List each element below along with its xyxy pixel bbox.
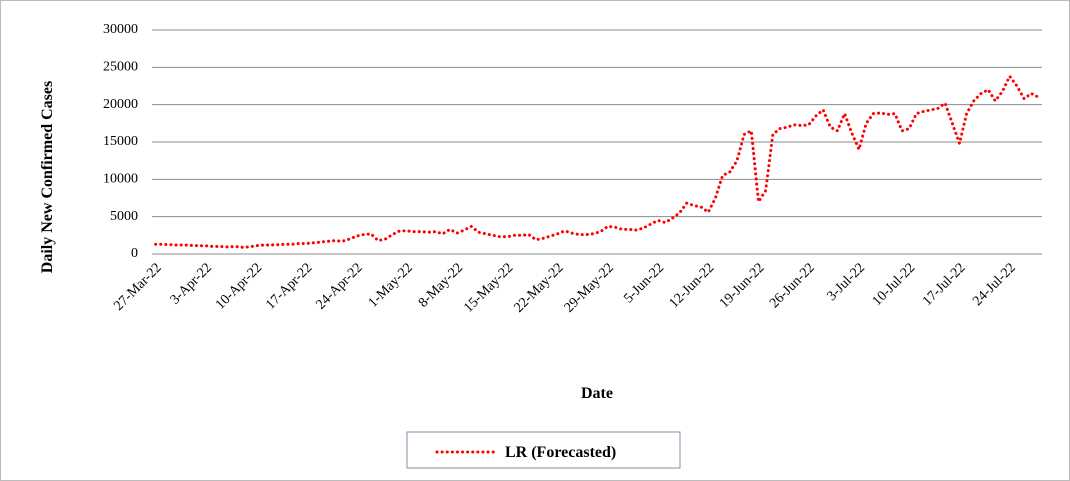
- y-tick-label: 5000: [110, 209, 138, 224]
- y-tick-label: 10000: [103, 172, 138, 187]
- x-axis-label: Date: [581, 385, 613, 402]
- y-tick-label: 20000: [103, 97, 138, 112]
- y-tick-label: 30000: [103, 22, 138, 37]
- y-tick-label: 15000: [103, 134, 138, 149]
- legend-box: [406, 431, 681, 469]
- y-tick-label: 25000: [103, 60, 138, 75]
- y-axis-label: Daily New Confirmed Cases: [39, 81, 56, 273]
- legend-label: LR (Forecasted): [505, 444, 616, 461]
- y-tick-label: 0: [131, 246, 138, 261]
- data-line: [154, 73, 1040, 249]
